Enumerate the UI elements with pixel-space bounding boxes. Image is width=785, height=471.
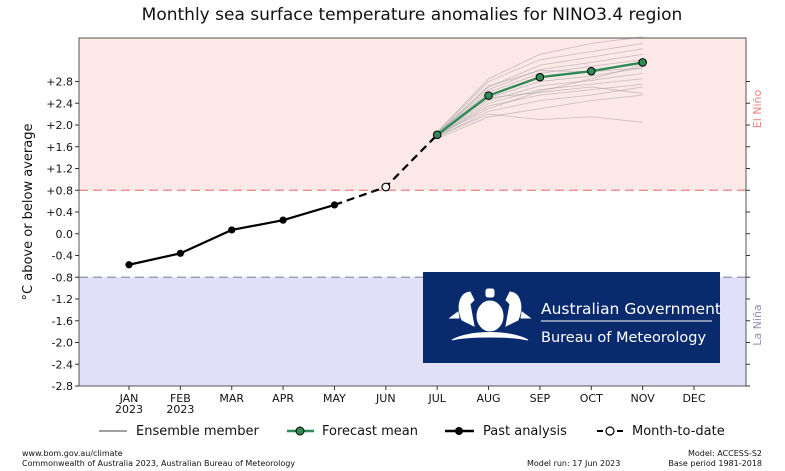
x-year-label: 2023 bbox=[166, 403, 194, 416]
y-tick-label: +2.4 bbox=[46, 97, 73, 110]
month-to-date-point bbox=[381, 182, 391, 192]
y-axis-label: °C above or below average bbox=[21, 124, 36, 301]
y-tick-label: +1.6 bbox=[46, 141, 73, 154]
y-tick-label: +2.8 bbox=[46, 76, 73, 89]
ensemble-member-line bbox=[436, 78, 643, 137]
x-year-label: 2023 bbox=[115, 403, 143, 416]
series-points bbox=[125, 58, 647, 269]
ensemble-member-line bbox=[436, 64, 643, 136]
footer-model: Model: ACCESS-S2 bbox=[688, 449, 762, 458]
x-tick-label: FEB bbox=[170, 392, 191, 405]
x-tick-label: DEC bbox=[682, 392, 705, 405]
past-analysis-point bbox=[125, 261, 133, 269]
ensemble-members bbox=[436, 36, 643, 140]
ensemble-member-line bbox=[436, 72, 643, 136]
forecast-mean-point bbox=[484, 91, 493, 100]
neutral-zone bbox=[79, 190, 746, 278]
logo-line1: Australian Government bbox=[541, 300, 721, 318]
y-tick-label: +0.8 bbox=[46, 184, 73, 197]
y-tick-label: +2.0 bbox=[46, 119, 73, 132]
legend-label-ensemble: Ensemble member bbox=[136, 424, 259, 439]
x-tick-label: MAR bbox=[219, 392, 244, 405]
y-tick-label: -1.6 bbox=[52, 315, 73, 328]
legend: Ensemble member Forecast mean Past analy… bbox=[99, 424, 725, 439]
ensemble-member-line bbox=[436, 42, 643, 133]
y-axis: +2.8 +2.4 +2.0 +1.6 +1.2 +0.8 +0.4 0.0 -0.4 -0.8 -… bbox=[46, 76, 750, 393]
el-nino-label: El Niño bbox=[751, 89, 764, 128]
ensemble-member-line bbox=[436, 83, 643, 137]
y-tick-label: -2.8 bbox=[52, 380, 73, 393]
x-tick-label: AUG bbox=[476, 392, 500, 405]
past-analysis-point bbox=[228, 226, 236, 234]
legend-marker-forecast bbox=[295, 426, 305, 436]
x-tick-label: JAN bbox=[119, 392, 139, 405]
y-tick-label: +1.2 bbox=[46, 163, 73, 176]
ensemble-member-line bbox=[437, 94, 643, 140]
footer-copyright: Commonwealth of Australia 2023, Australi… bbox=[22, 459, 295, 468]
x-tick-label: JUN bbox=[375, 392, 396, 405]
forecast-mean-point bbox=[586, 66, 596, 76]
x-tick-label: APR bbox=[272, 392, 294, 405]
forecast-mean-point bbox=[432, 130, 442, 140]
x-tick-label: NOV bbox=[631, 392, 656, 405]
ensemble-member-line bbox=[436, 86, 643, 138]
footer-base-period: Base period 1981-2018 bbox=[668, 459, 762, 468]
x-tick-label: SEP bbox=[530, 392, 551, 405]
footer-url: www.bom.gov.au/climate bbox=[22, 449, 123, 458]
y-tick-label: -2.4 bbox=[52, 358, 73, 371]
legend-label-forecast: Forecast mean bbox=[322, 424, 418, 439]
y-tick-label: -2.0 bbox=[52, 337, 73, 350]
y-tick-label: 0.0 bbox=[56, 228, 74, 241]
past-analysis-point bbox=[176, 249, 184, 257]
x-tick-label: OCT bbox=[580, 392, 603, 405]
x-tick-label: MAY bbox=[323, 392, 346, 405]
chart-title: Monthly sea surface temperature anomalie… bbox=[142, 5, 683, 25]
past-analysis-point bbox=[279, 216, 287, 224]
ensemble-member-line bbox=[436, 67, 643, 135]
legend-label-past: Past analysis bbox=[483, 424, 567, 439]
legend-marker-mtd bbox=[605, 426, 615, 436]
la-nina-label: La Niña bbox=[751, 304, 764, 345]
legend-label-mtd: Month-to-date bbox=[632, 424, 725, 439]
forecast-mean-point bbox=[535, 72, 545, 82]
footer-model-run: Model run: 17 Jun 2023 bbox=[527, 459, 620, 468]
forecast-mean-point bbox=[638, 58, 647, 67]
ensemble-member-line bbox=[437, 113, 643, 137]
logo-line2: Bureau of Meteorology bbox=[541, 330, 706, 346]
ensemble-member-line bbox=[436, 53, 643, 135]
x-axis: JAN FEB MAR APR MAY JUN JUL AUG SEP OCT NOV DEC 2023… bbox=[115, 386, 706, 416]
bom-logo: Australian Government Bureau of Meteorol… bbox=[423, 272, 721, 363]
x-tick-label: JUL bbox=[427, 392, 446, 405]
coat-of-arms-icon bbox=[448, 288, 532, 341]
y-tick-label: +0.4 bbox=[46, 206, 73, 219]
y-tick-label: -1.2 bbox=[52, 293, 73, 306]
legend-marker-past bbox=[455, 427, 463, 435]
y-tick-label: -0.4 bbox=[52, 250, 73, 263]
y-tick-label: -0.8 bbox=[52, 271, 73, 284]
past-analysis-point bbox=[330, 201, 339, 209]
ensemble-member-line bbox=[436, 36, 643, 133]
